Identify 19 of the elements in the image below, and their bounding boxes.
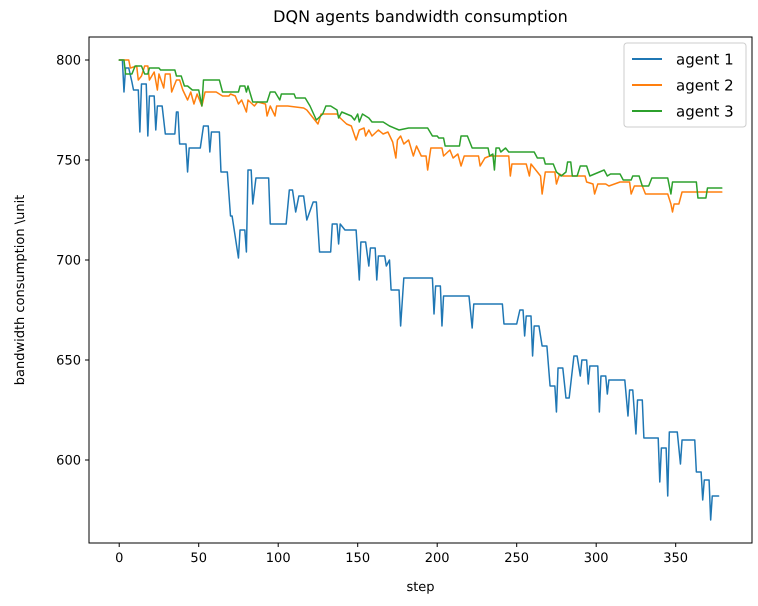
y-axis-title: bandwidth consumption \unit	[13, 194, 28, 386]
x-tick-label: 100	[266, 551, 291, 566]
legend-label: agent 3	[676, 102, 734, 120]
x-tick-label: 50	[190, 551, 207, 566]
x-tick-label: 250	[504, 551, 530, 566]
y-tick-label: 800	[56, 54, 81, 69]
x-tick-label: 300	[584, 551, 609, 566]
y-tick-label: 600	[56, 454, 81, 469]
chart-title: DQN agents bandwidth consumption	[273, 7, 568, 26]
y-tick-label: 750	[56, 154, 81, 169]
legend-label: agent 1	[676, 50, 734, 68]
legend-label: agent 2	[676, 76, 734, 94]
x-tick-label: 0	[115, 551, 124, 566]
x-axis-title: step	[406, 580, 435, 595]
y-tick-label: 700	[56, 254, 81, 269]
x-tick-label: 200	[424, 551, 450, 566]
x-tick-label: 350	[663, 551, 688, 566]
x-tick-label: 150	[345, 551, 370, 566]
y-tick-label: 650	[56, 354, 81, 369]
